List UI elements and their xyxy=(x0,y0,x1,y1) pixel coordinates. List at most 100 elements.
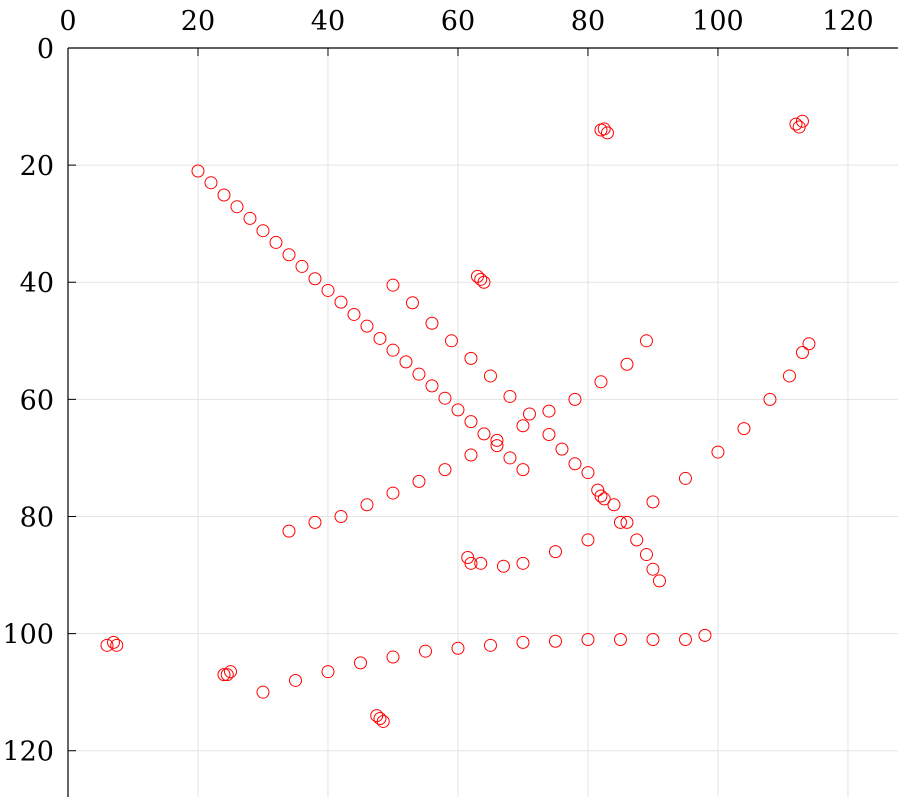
point xyxy=(110,638,124,652)
point xyxy=(763,392,777,406)
point xyxy=(548,634,562,648)
point xyxy=(376,714,390,728)
point xyxy=(373,712,387,726)
point xyxy=(451,403,465,417)
point xyxy=(399,355,413,369)
point xyxy=(308,272,322,286)
point xyxy=(405,296,419,310)
point xyxy=(386,486,400,500)
point xyxy=(483,369,497,383)
x-tick-label: 120 xyxy=(822,6,874,37)
point xyxy=(620,515,634,529)
y-tick-label: 60 xyxy=(20,385,54,416)
point xyxy=(630,533,644,547)
point xyxy=(217,188,231,202)
point xyxy=(438,391,452,405)
point xyxy=(503,389,517,403)
point xyxy=(678,632,692,646)
point xyxy=(490,433,504,447)
point xyxy=(464,448,478,462)
point xyxy=(548,545,562,559)
point xyxy=(191,164,205,178)
point xyxy=(100,638,114,652)
point xyxy=(613,515,627,529)
point xyxy=(542,428,556,442)
point xyxy=(282,524,296,538)
point xyxy=(464,415,478,429)
point xyxy=(568,457,582,471)
point xyxy=(737,422,751,436)
point xyxy=(496,559,510,573)
point xyxy=(425,316,439,330)
point xyxy=(568,392,582,406)
point xyxy=(321,665,335,679)
point xyxy=(282,248,296,262)
point xyxy=(594,375,608,389)
point xyxy=(334,509,348,523)
point xyxy=(782,369,796,383)
point xyxy=(483,638,497,652)
point xyxy=(613,632,627,646)
point xyxy=(639,548,653,562)
point xyxy=(217,668,231,682)
point xyxy=(711,445,725,459)
point xyxy=(321,283,335,297)
point xyxy=(795,346,809,360)
point xyxy=(444,334,458,348)
point xyxy=(308,515,322,529)
point xyxy=(620,357,634,371)
point xyxy=(678,471,692,485)
point xyxy=(698,628,712,642)
y-tick-label: 100 xyxy=(2,620,54,651)
point xyxy=(256,224,270,238)
point xyxy=(288,673,302,687)
point xyxy=(607,498,621,512)
point xyxy=(652,574,666,588)
point xyxy=(412,367,426,381)
point xyxy=(412,474,426,488)
point xyxy=(581,533,595,547)
point xyxy=(204,176,218,190)
y-tick-label: 40 xyxy=(20,268,54,299)
point xyxy=(646,632,660,646)
point xyxy=(516,635,530,649)
point xyxy=(220,668,234,682)
point xyxy=(542,404,556,418)
point xyxy=(522,407,536,421)
x-tick-label: 0 xyxy=(59,6,76,37)
point xyxy=(792,120,806,134)
x-tick-label: 80 xyxy=(571,6,605,37)
y-tick-label: 120 xyxy=(2,737,54,768)
point xyxy=(425,379,439,393)
point xyxy=(490,439,504,453)
point xyxy=(223,665,237,679)
x-tick-label: 100 xyxy=(692,6,744,37)
point xyxy=(373,331,387,345)
point xyxy=(555,442,569,456)
point xyxy=(477,427,491,441)
point xyxy=(581,632,595,646)
point xyxy=(597,122,611,136)
point xyxy=(451,641,465,655)
point xyxy=(256,685,270,699)
y-tick-label: 80 xyxy=(20,502,54,533)
point xyxy=(353,656,367,670)
point xyxy=(295,259,309,273)
point xyxy=(597,492,611,506)
point xyxy=(386,343,400,357)
point xyxy=(646,495,660,509)
x-tick-label: 60 xyxy=(441,6,475,37)
point xyxy=(360,319,374,333)
y-tick-label: 0 xyxy=(37,34,54,65)
point xyxy=(503,451,517,465)
point xyxy=(334,295,348,309)
x-tick-label: 40 xyxy=(311,6,345,37)
point xyxy=(269,235,283,249)
point xyxy=(106,635,120,649)
x-tick-label: 20 xyxy=(181,6,215,37)
point xyxy=(516,463,530,477)
point xyxy=(581,466,595,480)
point xyxy=(464,556,478,570)
point xyxy=(477,275,491,289)
